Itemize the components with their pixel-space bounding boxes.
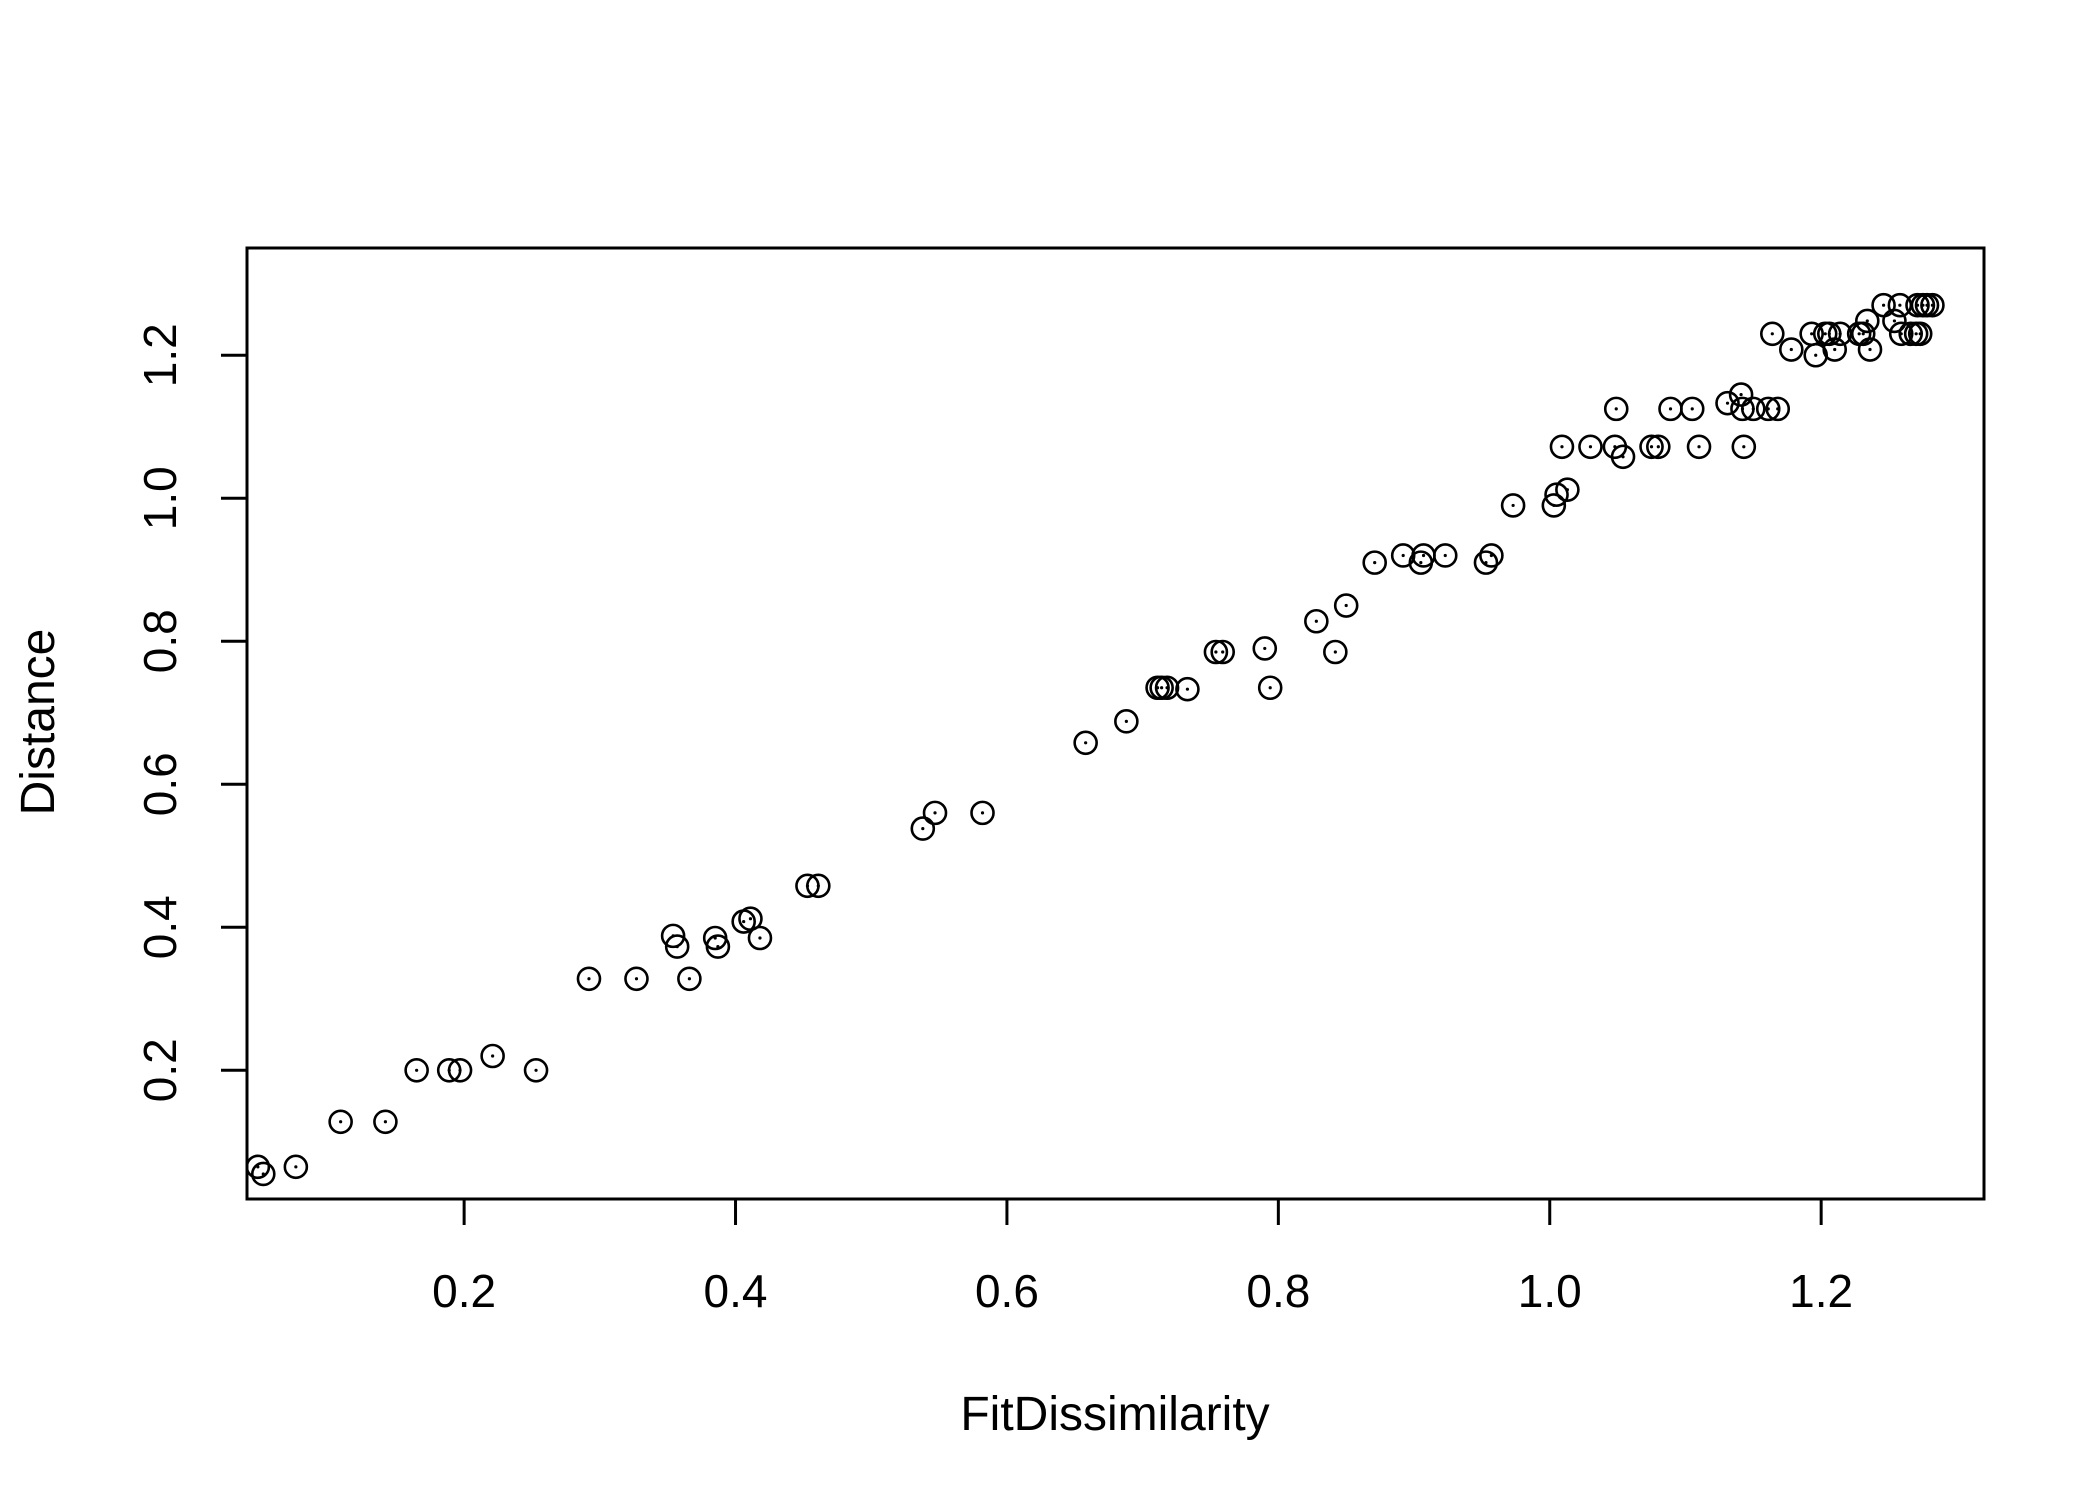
data-point [1257, 675, 1283, 701]
data-point [1362, 550, 1387, 575]
data-point [447, 1057, 473, 1083]
data-point [677, 966, 702, 992]
data-point [373, 1109, 398, 1135]
data-point [1073, 730, 1098, 756]
y-tick-label: 0.8 [134, 609, 186, 673]
x-axis-title: FitDissimilarity [960, 1388, 1269, 1441]
data-point [1715, 390, 1740, 416]
data-point [1679, 396, 1705, 422]
data-point [1203, 639, 1229, 665]
y-tick-label: 0.2 [134, 1038, 186, 1102]
data-point [1646, 434, 1671, 460]
data-point [1323, 639, 1348, 665]
data-point [1731, 434, 1757, 460]
data-point [664, 934, 690, 959]
x-tick-label: 1.0 [1518, 1265, 1582, 1317]
data-point [1479, 543, 1504, 568]
data-point [480, 1043, 505, 1069]
data-point [1822, 337, 1848, 362]
data-point [624, 966, 649, 992]
data-point [1432, 543, 1458, 568]
data-point [1920, 292, 1945, 318]
y-axis-title: Distance [12, 629, 65, 816]
data-point [250, 1161, 276, 1187]
data-point [576, 966, 602, 992]
data-point [1210, 639, 1236, 665]
data-point [1500, 493, 1526, 518]
data-point [1882, 308, 1907, 334]
data-point [1765, 396, 1791, 422]
data-point [1610, 444, 1636, 470]
data-point [404, 1057, 429, 1083]
data-point [1154, 675, 1180, 701]
y-tick-label: 1.0 [134, 466, 186, 530]
data-point [1252, 636, 1278, 661]
data-point [1639, 434, 1664, 460]
data-point [1760, 321, 1785, 347]
data-point [1603, 396, 1629, 422]
data-point [1304, 608, 1329, 634]
x-tick-label: 0.8 [1246, 1265, 1310, 1317]
y-tick-label: 1.2 [134, 323, 186, 387]
data-point [1473, 550, 1499, 575]
data-point [1411, 543, 1436, 568]
data-point [1857, 337, 1883, 362]
data-point [1907, 321, 1933, 347]
data-point [1741, 396, 1766, 422]
data-point [1850, 321, 1876, 347]
data-points [245, 292, 1945, 1187]
data-point [328, 1109, 353, 1135]
data-point [970, 800, 995, 826]
y-axis: 0.2 0.4 0.6 0.8 1.0 1.2 [134, 323, 249, 1102]
data-point [1728, 382, 1754, 407]
x-tick-label: 0.4 [704, 1265, 768, 1317]
data-point [705, 934, 731, 959]
data-point [738, 906, 763, 932]
x-axis: 0.2 0.4 0.6 0.8 1.0 1.2 [432, 1197, 1853, 1317]
data-point [1333, 593, 1359, 618]
data-point [245, 1154, 271, 1180]
data-point [910, 816, 936, 841]
y-tick-label: 0.6 [134, 752, 186, 816]
data-point [1779, 337, 1804, 362]
data-point [747, 925, 773, 951]
data-point [1555, 477, 1580, 502]
data-point [1175, 676, 1200, 702]
data-point [523, 1057, 549, 1083]
data-point [806, 873, 831, 899]
x-tick-label: 0.2 [432, 1265, 496, 1317]
data-point [922, 800, 948, 826]
y-tick-label: 0.4 [134, 895, 186, 959]
data-point [1114, 709, 1139, 734]
data-point [1854, 308, 1880, 334]
data-point [1549, 434, 1575, 460]
x-tick-label: 0.6 [975, 1265, 1039, 1317]
data-point [283, 1154, 309, 1180]
data-point [1686, 434, 1712, 460]
x-tick-label: 1.2 [1789, 1265, 1853, 1317]
data-point [1578, 434, 1603, 460]
data-point [1658, 396, 1683, 422]
